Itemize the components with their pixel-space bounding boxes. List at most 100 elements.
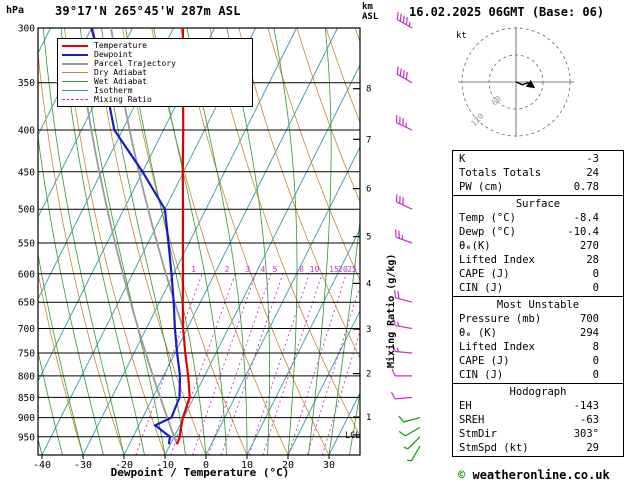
svg-text:20: 20 [338, 265, 348, 274]
table-row-label: CIN (J) [459, 369, 504, 381]
hodograph-ring [488, 54, 544, 110]
temperature-curve [175, 28, 191, 445]
pressure-tick-labels: 300 350 400 450 500 550 600 650 700 750 800 850 900 9… [18, 24, 35, 444]
table-row-label: θₑ(K) [459, 240, 491, 252]
copyright-text: weatheronline.co.uk [472, 468, 610, 482]
chart-datetime: 16.02.2025 06GMT (Base: 06) [409, 5, 605, 19]
hodograph-unit-label: kt [456, 31, 467, 41]
wind-barb [393, 290, 413, 303]
legend-label: Wet Adiabat [94, 77, 147, 86]
wind-barb [396, 66, 413, 84]
legend-label: Mixing Ratio [94, 95, 152, 104]
table-row-label: Pressure (mb) [459, 313, 542, 325]
svg-text:1: 1 [366, 413, 371, 423]
parcel-trajectory-curve [76, 39, 178, 445]
svg-text:4: 4 [366, 279, 371, 289]
km-ticks: 1 2 3 4 5 6 7 8 [353, 85, 371, 423]
hodograph-ring [461, 27, 571, 137]
svg-text:550: 550 [18, 239, 35, 250]
table-row-label: PW (cm) [459, 181, 504, 193]
table-section: Surface -8.4 Temp (°C) -10.4 Dewp (°C) 270 θₑ(… [453, 195, 623, 296]
svg-text:10: 10 [310, 265, 320, 274]
hodograph: 60 120 kt [456, 27, 574, 137]
table-row: -10.4 Dewp (°C) [453, 225, 623, 239]
table-row: 0 CAPE (J) [453, 354, 623, 368]
asl-label: ASL [362, 12, 379, 22]
table-row-label: CAPE (J) [459, 355, 510, 367]
table-row-value: 8 [592, 341, 599, 353]
table-row: 0 CIN (J) [453, 281, 623, 295]
wind-barb [392, 344, 413, 354]
hodograph-ring-label: 120 [469, 111, 486, 128]
table-row-value: 700 [580, 313, 599, 325]
legend-label: Dry Adiabat [94, 68, 147, 77]
wind-barb [395, 229, 413, 244]
svg-text:2: 2 [366, 370, 371, 380]
table-row-label: Totals Totals [459, 167, 542, 179]
table-row-value: 24 [586, 167, 599, 179]
km-label: km [362, 2, 373, 12]
svg-text:4: 4 [260, 265, 265, 274]
table-row-value: 0 [592, 268, 599, 280]
table-row-value: -143 [573, 400, 599, 412]
svg-text:650: 650 [18, 298, 35, 309]
table-row-value: -63 [580, 414, 599, 426]
legend-item: Mixing Ratio [62, 95, 252, 104]
table-row-label: CAPE (J) [459, 268, 510, 280]
altitude-axis-unit: km ASL [362, 2, 378, 22]
svg-text:700: 700 [18, 324, 35, 335]
lcl-marker: LCL [345, 431, 360, 441]
svg-text:6: 6 [366, 185, 371, 195]
table-row-label: CIN (J) [459, 282, 504, 294]
wind-barb [403, 436, 421, 450]
table-section-title: Most Unstable [496, 299, 580, 311]
table-row-label: EH [459, 400, 472, 412]
table-row-label: Lifted Index [459, 341, 535, 353]
svg-text:3: 3 [366, 325, 371, 335]
table-row: -3 K [453, 152, 623, 166]
table-row-value: 29 [586, 442, 599, 454]
table-row-label: Dewp (°C) [459, 226, 516, 238]
legend-label: Temperature [94, 41, 147, 50]
pressure-gridlines [38, 27, 360, 438]
svg-text:850: 850 [18, 393, 35, 404]
svg-text:350: 350 [18, 78, 35, 89]
svg-text:-30: -30 [74, 460, 92, 471]
legend-item: Dewpoint [62, 50, 252, 59]
table-row: 270 θₑ(K) [453, 239, 623, 253]
svg-text:400: 400 [18, 126, 35, 137]
svg-text:7: 7 [366, 135, 371, 145]
wind-barb [390, 391, 413, 400]
svg-text:500: 500 [18, 205, 35, 216]
legend-swatch [62, 53, 88, 56]
table-row-value: -10.4 [567, 226, 599, 238]
legend-label: Dewpoint [94, 50, 133, 59]
svg-text:450: 450 [18, 167, 35, 178]
wind-barb [395, 115, 413, 131]
mixing-ratio-axis-label: Mixing Ratio (g/kg) [386, 253, 397, 368]
svg-text:8: 8 [299, 265, 304, 274]
table-row-label: Lifted Index [459, 254, 535, 266]
wind-barb [398, 426, 421, 437]
table-row-value: 270 [580, 240, 599, 252]
legend-swatch [62, 44, 88, 47]
temp-tick-labels: -40 -30 -20 -10 0 10 20 30 [33, 455, 335, 471]
table-row-value: 0 [592, 369, 599, 381]
svg-text:-40: -40 [33, 460, 51, 471]
svg-text:5: 5 [366, 233, 371, 243]
table-row: -63 SREH [453, 413, 623, 427]
svg-text:900: 900 [18, 413, 35, 424]
legend-item: Temperature [62, 41, 252, 50]
wind-barb [396, 11, 413, 29]
table-row: -143 EH [453, 399, 623, 413]
table-section-title: Hodograph [509, 386, 567, 398]
svg-text:1: 1 [191, 265, 196, 274]
svg-text:15: 15 [329, 265, 339, 274]
wind-barb [398, 415, 421, 423]
table-row-value: -8.4 [573, 212, 599, 224]
table-row-label: StmSpd (kt) [459, 442, 529, 454]
pressure-unit-label: hPa [6, 5, 25, 16]
x-axis-title: Dewpoint / Temperature (°C) [110, 466, 290, 479]
table-row: 0 CIN (J) [453, 368, 623, 382]
